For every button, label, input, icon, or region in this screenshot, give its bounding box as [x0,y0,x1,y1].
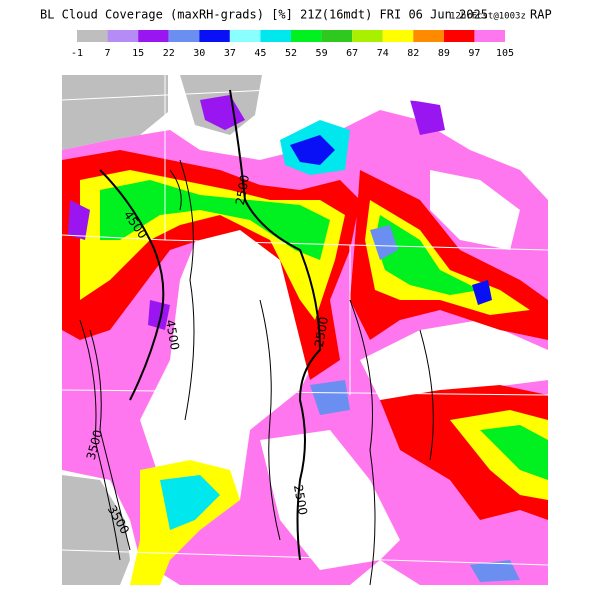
field-22 [310,380,350,415]
colorbar-swatch [443,30,475,42]
map-area: 2500 4500 4500 2500 2500 3500 3500 [61,75,549,586]
field-22 [470,560,520,582]
field-30 [472,280,492,305]
colorbar-label: 105 [496,48,514,59]
colorbar-swatch [107,30,139,42]
colorbar-swatch [382,30,414,42]
colorbar-swatch [291,30,322,42]
colorbar-label: 59 [316,48,328,59]
field-low [360,320,548,410]
field-15 [148,300,170,330]
colorbar-label: 82 [407,48,419,59]
model-label: RAP [530,8,552,22]
contour-label: 2500 [291,484,310,517]
contour-label: 4500 [163,319,182,352]
colorbar-label: -1 [71,48,83,59]
field-clear [62,75,168,150]
colorbar-swatch [474,30,505,42]
colorbar-swatch [321,30,353,42]
colorbar-label: 45 [254,48,266,59]
contour-label: 2500 [312,316,331,349]
field-15 [200,95,245,130]
colorbar: -1 7 15 22 30 37 45 52 59 67 74 82 89 97 105 [71,30,514,59]
colorbar-swatch [138,30,169,42]
colorbar-label: 7 [105,48,111,59]
field-clear [62,475,130,585]
colorbar-label: 22 [163,48,175,59]
colorbar-label: 37 [224,48,236,59]
field-15 [410,100,445,135]
field-45 [160,475,220,530]
colorbar-label: 89 [438,48,450,59]
colorbar-swatch [352,30,383,42]
forecast-label: 12hrFcst@1003z [450,12,526,22]
colorbar-swatch [260,30,291,42]
colorbar-label: 15 [132,48,144,59]
colorbar-swatch [168,30,200,42]
colorbar-label: 67 [346,48,358,59]
height-contours [79,89,434,586]
colorbar-label: 30 [193,48,205,59]
field-low [140,215,330,520]
colorbar-label: 97 [468,48,480,59]
state-borders [61,75,549,566]
colorbar-swatch [77,30,108,42]
field-22 [370,225,398,260]
colorbar-swatch [199,30,230,42]
field-low [430,170,520,250]
field-low [260,430,400,570]
colorbar-swatch [413,30,444,42]
colorbar-label: 52 [285,48,297,59]
colorbar-swatch [229,30,261,42]
colorbar-label: 74 [377,48,389,59]
field-52 [480,425,548,480]
field-52 [100,180,330,260]
title: BL Cloud Coverage (maxRH-grads) [%] 21Z(… [40,8,488,22]
field-30 [290,135,335,165]
contour-label: 2500 [233,174,252,207]
field-52 [375,215,480,295]
field-15 [68,200,90,240]
